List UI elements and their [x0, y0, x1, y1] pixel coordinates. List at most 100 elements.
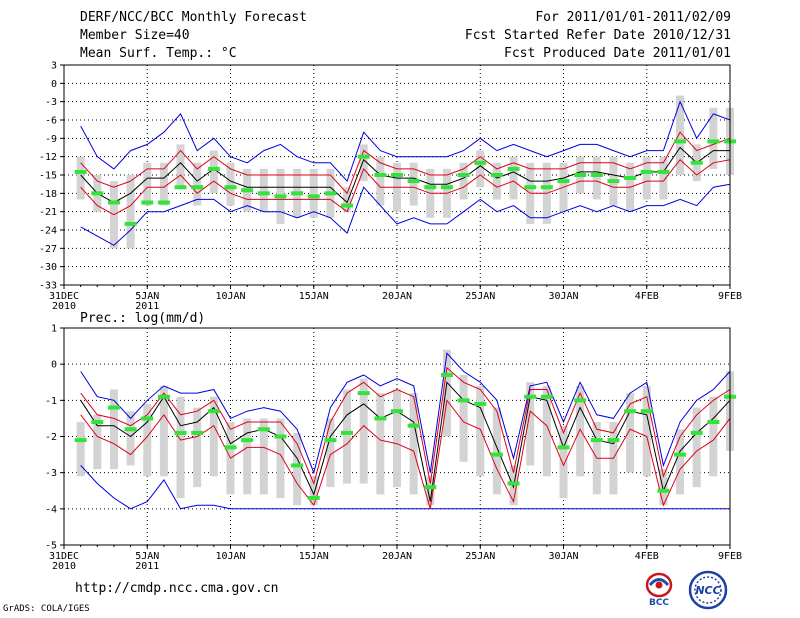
deterministic-marker: [690, 430, 703, 435]
bcc-logo-icon: BCC: [645, 572, 673, 608]
x-tick-label: 9FEB: [718, 551, 742, 562]
envelope-line: [80, 100, 731, 183]
deterministic-marker: [307, 194, 320, 199]
y-tick-label: 1: [51, 324, 57, 335]
deterministic-marker: [91, 191, 104, 196]
deterministic-marker: [440, 373, 453, 378]
ensemble-range-bar: [176, 396, 185, 498]
deterministic-marker: [690, 160, 703, 165]
deterministic-marker: [490, 173, 503, 177]
deterministic-marker: [157, 394, 170, 399]
ncc-logo-label: NCC: [695, 584, 720, 597]
ensemble-range-bar: [542, 385, 551, 477]
x-tick-label: 15JAN: [299, 291, 329, 302]
deterministic-marker: [191, 185, 204, 190]
x-tick-sublabel: 2011: [135, 561, 159, 572]
spread-line: [80, 131, 731, 195]
ensemble-range-bar: [476, 150, 485, 188]
x-tick-label: 20JAN: [382, 291, 412, 302]
deterministic-marker: [324, 191, 337, 196]
ensemble-range-bar: [326, 418, 335, 488]
deterministic-marker: [74, 169, 87, 174]
deterministic-marker: [241, 188, 254, 193]
forecast-period: For 2011/01/01-2011/02/09: [535, 10, 731, 25]
deterministic-marker: [274, 434, 287, 439]
deterministic-marker: [157, 200, 170, 205]
deterministic-marker: [524, 394, 537, 399]
y-tick-label: -27: [39, 244, 57, 255]
deterministic-marker: [574, 173, 587, 177]
ensemble-range-bar: [309, 476, 318, 506]
deterministic-marker: [407, 179, 420, 184]
deterministic-marker: [391, 173, 403, 177]
precip-panel-title: Prec.: log(mm/d): [80, 311, 205, 326]
ensemble-range-bar: [509, 156, 518, 200]
website-url[interactable]: http://cmdp.ncc.cma.gov.cn: [75, 581, 279, 596]
deterministic-marker: [274, 194, 287, 199]
ensemble-range-bar: [359, 378, 368, 484]
x-tick-label: 30JAN: [548, 551, 578, 562]
ensemble-range-bar: [376, 393, 385, 495]
ensemble-range-bar: [376, 156, 385, 206]
deterministic-marker: [341, 430, 354, 435]
deterministic-marker: [474, 160, 487, 165]
ensemble-range-bar: [343, 389, 352, 484]
ensemble-range-bar: [226, 162, 235, 206]
x-tick-label: 15JAN: [299, 551, 329, 562]
deterministic-marker: [707, 139, 720, 144]
deterministic-marker: [207, 409, 220, 414]
ensemble-range-bar: [409, 162, 418, 206]
deterministic-marker: [557, 179, 570, 184]
x-tick-sublabel: 2011: [135, 301, 159, 312]
fcst-started-date: Fcst Started Refer Date 2010/12/31: [464, 28, 731, 43]
ensemble-range-bar: [576, 385, 585, 477]
ensemble-range-bar: [93, 414, 102, 470]
deterministic-marker: [391, 409, 403, 414]
ensemble-range-bar: [559, 425, 568, 498]
y-tick-label: -21: [39, 207, 57, 218]
x-tick-label: 4FEB: [635, 291, 659, 302]
ensemble-range-bar: [626, 393, 635, 473]
deterministic-marker: [474, 401, 487, 406]
deterministic-marker: [507, 481, 520, 486]
deterministic-marker: [657, 488, 670, 493]
ensemble-range-bar: [193, 162, 202, 206]
ensemble-range-bar: [692, 407, 701, 488]
deterministic-marker: [640, 409, 653, 414]
deterministic-marker: [207, 166, 220, 171]
x-tick-label: 20JAN: [382, 551, 412, 562]
deterministic-marker: [324, 438, 337, 443]
spread-line: [80, 399, 731, 509]
ensemble-range-bar: [193, 407, 202, 488]
ensemble-range-bar: [676, 429, 685, 495]
y-tick-label: 0: [51, 360, 57, 371]
y-tick-label: -30: [39, 262, 57, 273]
deterministic-marker: [374, 173, 387, 177]
y-tick-label: -1: [45, 396, 57, 407]
deterministic-marker: [141, 416, 154, 421]
y-tick-label: -4: [45, 504, 57, 515]
ensemble-range-bar: [642, 385, 651, 477]
ensemble-range-bar: [259, 168, 268, 212]
deterministic-marker: [357, 154, 370, 159]
deterministic-marker: [590, 173, 603, 177]
deterministic-marker: [224, 185, 237, 190]
grads-credit: GrADS: COLA/IGES: [3, 604, 90, 614]
deterministic-marker: [674, 452, 687, 457]
ensemble-range-bar: [592, 156, 601, 200]
deterministic-marker: [707, 420, 720, 425]
ensemble-range-bar: [526, 382, 535, 466]
x-tick-label: 31DEC: [49, 551, 79, 562]
ensemble-range-bar: [359, 144, 368, 182]
deterministic-marker: [107, 405, 120, 410]
y-tick-label: -18: [39, 189, 57, 200]
ensemble-range-bar: [109, 389, 118, 470]
deterministic-marker: [507, 166, 520, 171]
fcst-produced-date: Fcst Produced Date 2011/01/01: [504, 46, 731, 61]
ensemble-range-bar: [709, 107, 718, 169]
ensemble-range-bar: [293, 432, 302, 506]
deterministic-marker: [307, 495, 320, 500]
ensemble-range-bar: [659, 469, 668, 506]
bcc-logo-label: BCC: [649, 598, 669, 608]
